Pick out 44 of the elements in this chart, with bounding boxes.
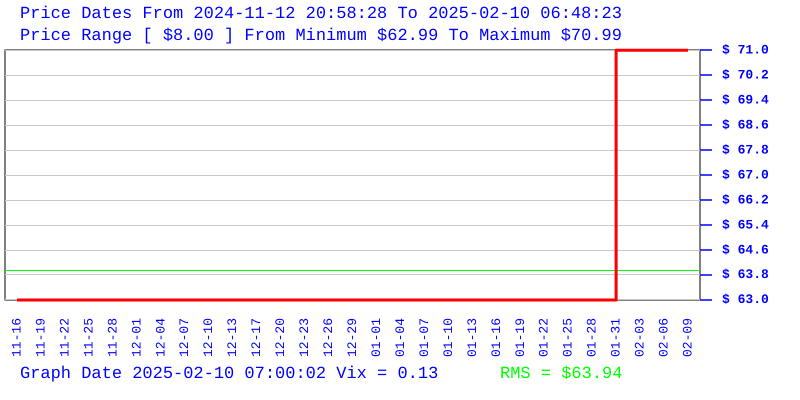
y-tick-label: $ 70.2 (722, 67, 770, 82)
chart-subtitle: Price Range [ $8.00 ] From Minimum $62.99 To Maximum $70.99 (20, 27, 622, 46)
x-tick-label: 11-22 (57, 318, 72, 358)
y-tick-label: $ 71.0 (722, 42, 770, 58)
y-tick-label: $ 67.0 (722, 167, 770, 182)
x-tick-label: 02-09 (680, 318, 696, 358)
x-tick-label: 02-03 (632, 318, 648, 358)
y-tick-label: $ 69.4 (722, 92, 770, 108)
x-tick-label: 01-16 (488, 318, 504, 358)
y-tick-label: $ 68.6 (722, 117, 770, 132)
y-tick-label: $ 67.8 (722, 142, 770, 158)
x-tick-label: 01-31 (608, 318, 624, 358)
y-tick-label: $ 66.2 (722, 192, 770, 208)
x-tick-label: 01-01 (368, 318, 384, 358)
x-tick-label: 12-04 (153, 318, 168, 358)
x-tick-label: 12-20 (273, 318, 288, 358)
x-tick-label: 01-22 (536, 318, 552, 358)
x-tick-label: 01-13 (464, 318, 480, 358)
x-tick-label: 12-07 (177, 318, 192, 358)
x-tick-label: 12-17 (249, 318, 264, 358)
ref-line-label: RMS = $63.94 (500, 365, 622, 384)
x-tick-label: 01-19 (512, 318, 528, 358)
y-tick-label: $ 64.6 (722, 242, 770, 258)
x-tick-label: 12-26 (321, 318, 336, 358)
x-tick-label: 12-23 (297, 318, 312, 358)
x-tick-label: 12-01 (129, 318, 144, 358)
text: Graph Date 2025-02-10 07:00:02 Vix = 0.13 (20, 365, 438, 384)
x-tick-label: 01-28 (584, 318, 600, 358)
chart-title: Price Dates From 2024-11-12 20:58:28 To 2025-02-10 06:48:23 (20, 5, 622, 24)
x-tick-label: 12-29 (345, 318, 360, 358)
y-tick-label: $ 63.0 (722, 292, 770, 308)
x-tick-label: 11-28 (105, 318, 120, 358)
y-tick-label: $ 65.4 (722, 217, 770, 232)
x-tick-label: 01-10 (440, 318, 456, 358)
x-tick-label: 02-06 (656, 318, 672, 358)
x-tick-label: 12-13 (225, 318, 240, 358)
x-tick-label: 12-10 (201, 318, 216, 358)
x-tick-label: 11-16 (9, 318, 24, 358)
x-tick-label: 01-25 (560, 318, 576, 358)
x-tick-label: 01-07 (416, 318, 432, 358)
x-tick-label: 01-04 (392, 318, 408, 358)
y-tick-label: $ 63.8 (722, 267, 770, 282)
x-tick-label: 11-25 (81, 318, 96, 358)
x-tick-label: 11-19 (33, 318, 48, 358)
